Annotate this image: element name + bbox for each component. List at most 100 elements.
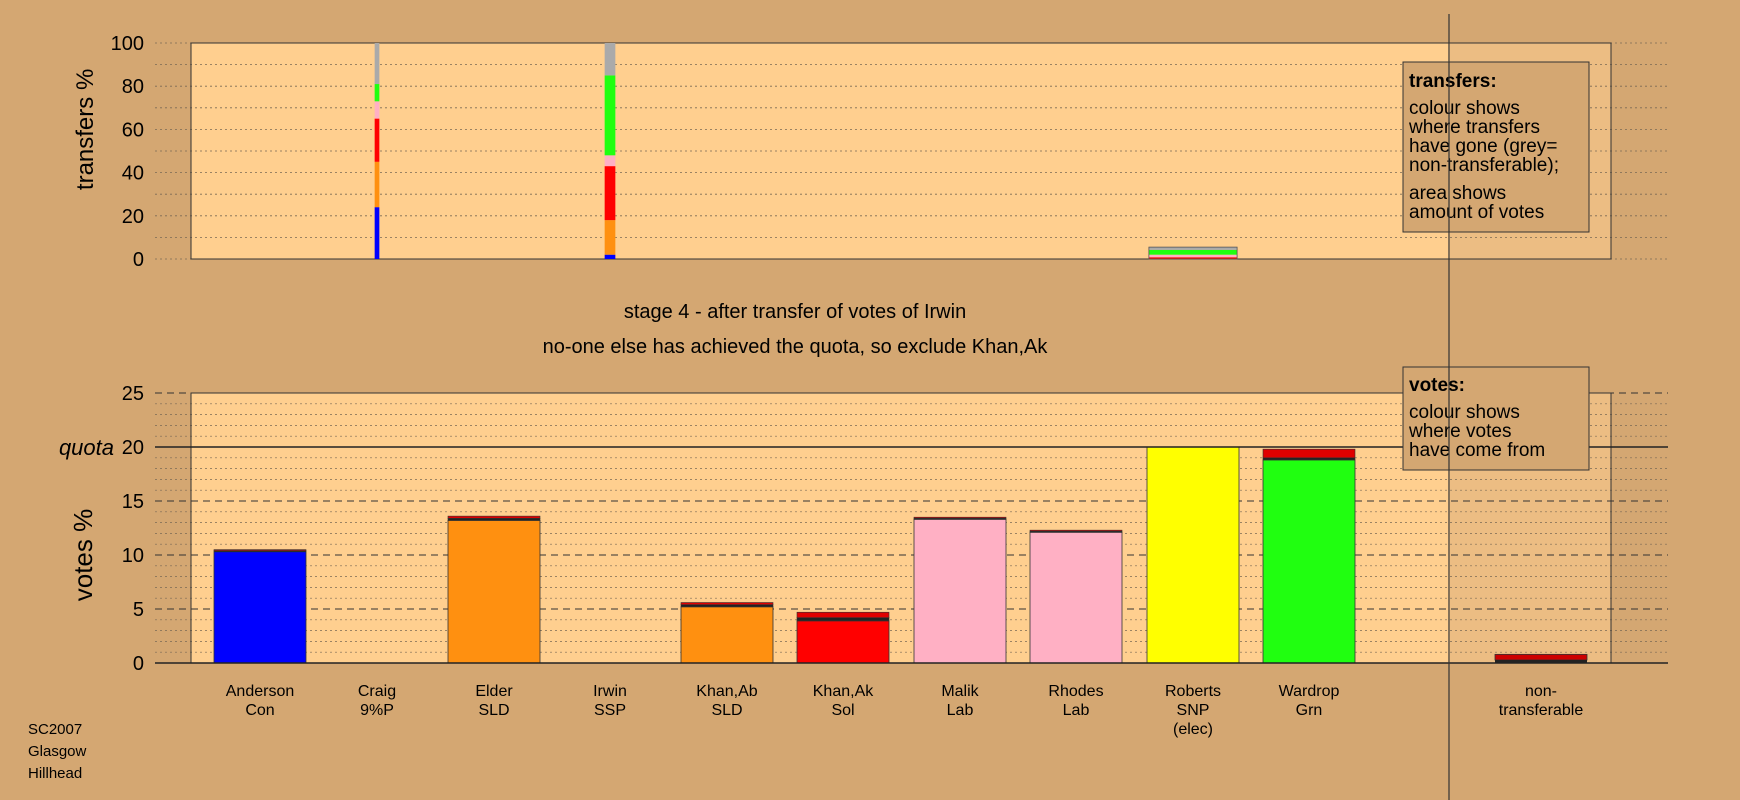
transfers-legend-line: amount of votes [1409, 202, 1544, 223]
transfers-tick-label: 80 [122, 76, 144, 98]
transfers-legend-line: colour shows [1409, 98, 1520, 119]
stage-titles: stage 4 - after transfer of votes of Irw… [543, 301, 1049, 358]
vote-bar-transfer-irwin [680, 602, 774, 605]
transfers-axis-label: transfers % [72, 69, 99, 190]
transfer-stack-outline [1148, 246, 1238, 260]
transfer-segment-nontransferable [374, 43, 380, 85]
candidate-party: Con [245, 702, 274, 719]
transfers-tick-label: 20 [122, 206, 144, 228]
candidate-party: Grn [1296, 702, 1323, 719]
vote-bar-transfer-irwin [447, 515, 541, 519]
transfer-stack-craig [374, 43, 380, 259]
transfers-panel: 0 20 40 60 80 100 transfers % transfers: colour … [72, 33, 1668, 271]
candidate-party: 9%P [360, 702, 394, 719]
transfer-segment-grn [374, 84, 380, 102]
category-label-roberts: Roberts SNP (elec) [1165, 683, 1221, 738]
vote-bar-nontransferable [1494, 653, 1588, 663]
vote-bar-transfer-irwin [913, 516, 1007, 519]
footer-info: SC2007 Glasgow Hillhead [28, 721, 87, 782]
transfer-segment-sld [604, 220, 616, 255]
vote-bar-base [1146, 446, 1240, 664]
vote-bar-nontransferable-irwin [1494, 653, 1588, 661]
vote-bar-base [1262, 459, 1356, 664]
transfer-segment-lab [374, 101, 380, 119]
votes-tick-label: 15 [122, 491, 144, 513]
candidate-party: SSP [594, 702, 626, 719]
stage-subtitle: no-one else has achieved the quota, so e… [543, 336, 1049, 358]
vote-bar-base [680, 606, 774, 664]
candidate-name: Wardrop [1279, 683, 1340, 700]
vote-bar-wardrop [1262, 448, 1356, 664]
transfer-segment-grn [604, 75, 616, 156]
vote-bar-nontransferable-craig [1495, 660, 1587, 663]
transfer-segment-grn [1148, 249, 1238, 255]
candidate-party: Lab [1063, 702, 1090, 719]
transfers-legend-line: have gone (grey= [1409, 136, 1557, 157]
quota-label: quota [59, 435, 114, 460]
candidate-name: Irwin [593, 683, 627, 700]
candidate-name: Rhodes [1048, 683, 1103, 700]
candidate-party: SNP [1177, 702, 1210, 719]
vote-bar-base [1029, 531, 1123, 664]
candidate-party: SLD [711, 702, 742, 719]
footer-ward: Hillhead [28, 765, 82, 782]
footer-election: SC2007 [28, 721, 82, 738]
vote-bar-transfer-irwin [796, 611, 890, 618]
votes-legend-box [1402, 366, 1590, 471]
candidate-party: Lab [947, 702, 974, 719]
transfer-stack-irwin [604, 43, 616, 259]
votes-tick-label: 5 [133, 599, 144, 621]
votes-tick-label: 10 [122, 545, 144, 567]
vote-bar-transfer-irwin [213, 549, 307, 551]
transfer-segment-sld [374, 161, 380, 208]
vote-bar-base [213, 551, 307, 664]
transfers-legend-line: non-transferable); [1409, 155, 1559, 176]
category-label-craig: Craig 9%P [358, 683, 396, 719]
transfer-segment-lab [604, 155, 616, 167]
vote-bar-transfer-irwin [1262, 448, 1356, 459]
category-label-elder: Elder SLD [475, 683, 513, 719]
votes-legend-line: colour shows [1409, 402, 1520, 423]
candidate-name: Khan,Ab [696, 683, 757, 700]
category-label-rhodes: Rhodes Lab [1048, 683, 1103, 719]
transfer-segment-con [604, 254, 616, 259]
votes-tick-label: 20 [122, 437, 144, 459]
votes-legend-title: votes: [1409, 375, 1465, 396]
transfers-tick-label: 0 [133, 249, 144, 271]
vote-bar-roberts [1146, 446, 1240, 664]
footer-city: Glasgow [28, 743, 87, 760]
category-label-wardrop: Wardrop Grn [1279, 683, 1340, 719]
vote-bar-base [447, 520, 541, 664]
transfers-plot-frame [190, 42, 1612, 260]
transfer-segment-nontransferable [604, 43, 616, 76]
transfers-legend-line: area shows [1409, 183, 1506, 204]
category-label-khan-ab: Khan,Ab SLD [696, 683, 757, 719]
category-label-irwin: Irwin SSP [593, 683, 627, 719]
vote-bar-khan-ab [680, 602, 774, 664]
votes-axis-label: votes % [68, 509, 98, 602]
vote-bar-rhodes [1029, 529, 1123, 664]
transfers-tick-label: 60 [122, 119, 144, 141]
transfer-segment-lab [1148, 254, 1238, 258]
candidate-name: Khan,Ak [813, 683, 874, 700]
vote-bar-khan-ak [796, 611, 890, 664]
nontransferable-label-line1: non- [1525, 683, 1557, 700]
category-label-khan-ak: Khan,Ak Sol [813, 683, 874, 719]
transfer-segment-sol [1148, 257, 1238, 259]
candidate-name: Elder [475, 683, 513, 700]
vote-bar-transfer-craig [680, 604, 774, 608]
votes-legend-line: have come from [1409, 440, 1545, 461]
stage-title: stage 4 - after transfer of votes of Irw… [624, 301, 966, 323]
category-label-malik: Malik Lab [941, 683, 979, 719]
transfers-legend-box [1402, 61, 1590, 233]
vote-bar-elder [447, 515, 541, 664]
votes-plot-area [191, 393, 1611, 663]
candidate-name: Anderson [226, 683, 295, 700]
transfer-segment-sol [604, 166, 616, 221]
votes-panel: quota 0 5 10 15 20 25 votes % Anderson Con Craig 9%… [59, 366, 1668, 738]
vote-bar-malik [913, 516, 1007, 664]
vote-bar-base [913, 518, 1007, 664]
